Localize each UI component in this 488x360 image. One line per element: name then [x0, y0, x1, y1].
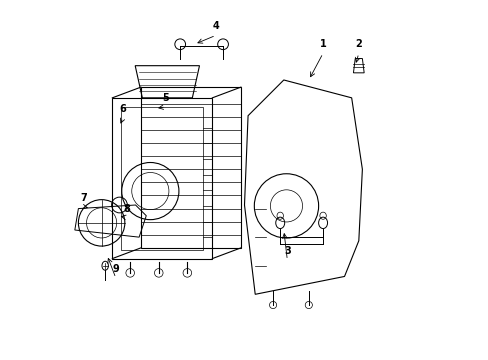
Text: 1: 1 — [319, 39, 326, 49]
Text: 5: 5 — [162, 93, 169, 103]
Text: 6: 6 — [120, 104, 126, 113]
Text: 9: 9 — [112, 264, 119, 274]
Text: 8: 8 — [123, 203, 130, 213]
Text: 7: 7 — [80, 193, 87, 203]
Text: 2: 2 — [355, 39, 362, 49]
Text: 3: 3 — [284, 247, 290, 256]
Text: 4: 4 — [212, 21, 219, 31]
